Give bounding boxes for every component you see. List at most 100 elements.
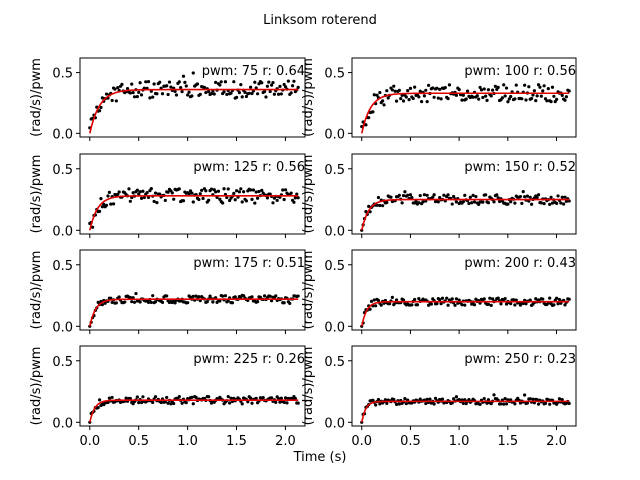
data-point xyxy=(443,85,447,90)
data-point xyxy=(253,201,257,205)
data-point xyxy=(486,398,491,402)
data-point xyxy=(440,296,445,300)
data-point xyxy=(539,94,543,98)
data-point xyxy=(134,291,138,296)
data-point xyxy=(550,85,555,89)
data-point xyxy=(201,196,205,201)
data-point xyxy=(165,395,169,400)
data-point xyxy=(99,105,103,110)
data-point xyxy=(120,82,124,87)
data-point xyxy=(235,95,239,99)
x-axis-label: Time (s) xyxy=(293,450,347,465)
data-point xyxy=(274,400,278,404)
data-point xyxy=(177,395,181,399)
data-point xyxy=(425,100,429,104)
data-point xyxy=(425,397,429,401)
data-point xyxy=(552,303,556,307)
data-point xyxy=(186,93,190,97)
data-point xyxy=(169,85,173,89)
data-point xyxy=(149,187,153,191)
data-point xyxy=(132,300,137,304)
data-point xyxy=(482,87,486,91)
y-axis-label: (rad/s)/pwm xyxy=(29,155,44,234)
data-point xyxy=(265,196,269,200)
data-point xyxy=(250,91,254,96)
data-point xyxy=(374,403,378,407)
data-point xyxy=(173,301,177,305)
data-point xyxy=(408,86,413,91)
data-point xyxy=(142,195,146,200)
data-point xyxy=(376,298,381,303)
data-point xyxy=(198,92,202,96)
data-point xyxy=(463,193,467,197)
data-point xyxy=(117,295,121,299)
data-point xyxy=(135,188,139,192)
data-point xyxy=(153,395,158,399)
data-point xyxy=(141,189,145,193)
data-point xyxy=(504,302,509,306)
data-point xyxy=(153,300,158,304)
data-point xyxy=(100,96,104,100)
data-point xyxy=(230,301,235,305)
data-point xyxy=(481,200,485,204)
data-point xyxy=(385,401,389,405)
data-point xyxy=(431,195,435,199)
data-point xyxy=(523,195,527,199)
data-point xyxy=(418,89,422,93)
data-point xyxy=(219,80,223,84)
data-point xyxy=(394,99,399,103)
data-point xyxy=(534,98,538,103)
data-point xyxy=(486,201,491,205)
data-point xyxy=(264,95,268,99)
data-point xyxy=(187,90,191,94)
data-point xyxy=(207,89,211,94)
data-point xyxy=(202,85,207,90)
data-point xyxy=(497,199,502,204)
data-point xyxy=(289,91,293,95)
y-tick-label: 0.0 xyxy=(52,224,73,239)
data-point xyxy=(159,400,163,405)
data-point xyxy=(372,298,376,302)
data-point xyxy=(279,92,283,96)
data-point xyxy=(555,296,559,300)
data-point xyxy=(96,405,100,410)
data-point xyxy=(153,191,158,195)
data-point xyxy=(424,88,428,92)
data-point xyxy=(429,302,433,306)
data-point xyxy=(559,201,563,205)
data-point xyxy=(239,187,243,191)
data-point xyxy=(410,195,414,200)
data-point xyxy=(282,197,286,202)
subplot-grid: 0.00.5(rad/s)/pwm pwm: 75 r: 0.640.00.5(r… xyxy=(29,57,577,449)
data-point xyxy=(128,199,132,203)
data-point xyxy=(237,190,242,194)
data-point xyxy=(232,80,236,84)
data-point xyxy=(180,90,184,94)
data-point xyxy=(194,395,198,399)
fit-curve xyxy=(360,198,570,231)
plot-area-frame xyxy=(351,345,577,427)
data-point xyxy=(106,194,110,198)
y-tick-label: 0.0 xyxy=(52,416,73,431)
data-point xyxy=(381,99,385,103)
data-point xyxy=(260,81,264,85)
data-point xyxy=(504,402,509,406)
data-point xyxy=(155,92,159,96)
data-point xyxy=(438,195,442,200)
data-point xyxy=(511,298,516,302)
y-tick-label: 0.5 xyxy=(324,67,345,82)
data-point xyxy=(279,396,283,400)
data-point xyxy=(509,94,513,99)
data-point xyxy=(543,401,548,405)
data-point xyxy=(218,83,222,87)
data-point xyxy=(514,83,518,87)
data-point xyxy=(255,196,260,200)
y-tick-label: 0.0 xyxy=(324,127,345,142)
data-point xyxy=(509,302,513,306)
data-point xyxy=(128,396,132,401)
data-point xyxy=(250,401,254,405)
data-point xyxy=(364,123,368,127)
data-point xyxy=(417,201,421,205)
data-point xyxy=(261,395,265,400)
data-point xyxy=(246,400,250,404)
